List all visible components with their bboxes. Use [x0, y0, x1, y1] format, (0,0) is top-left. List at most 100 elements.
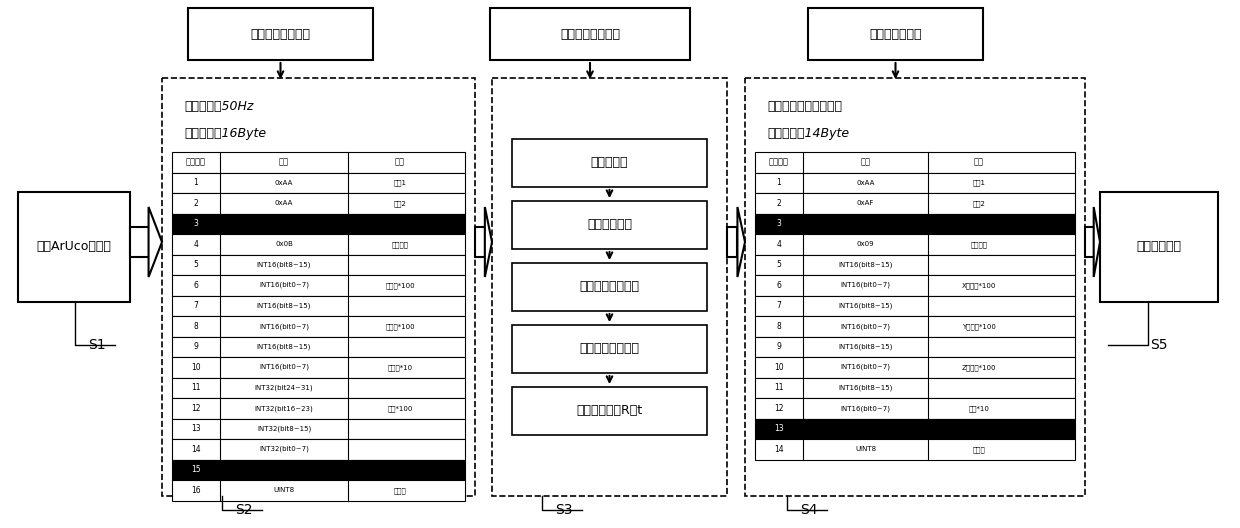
Text: 字节总数：16Byte: 字节总数：16Byte [184, 127, 267, 139]
Bar [172, 254, 465, 275]
Bar [172, 378, 465, 398]
Bar [755, 336, 1075, 357]
Text: 15: 15 [191, 465, 201, 474]
Bar [755, 296, 1075, 316]
Bar [755, 213, 1075, 234]
Text: 帧头1: 帧头1 [972, 180, 986, 186]
Bar [745, 78, 1085, 496]
Bar [808, 8, 983, 60]
Text: 0x0B: 0x0B [275, 241, 293, 247]
Text: 飞控动作响应: 飞控动作响应 [1137, 240, 1182, 253]
Polygon shape [485, 207, 492, 277]
Text: INT16(bit8~15): INT16(bit8~15) [257, 303, 311, 309]
Text: 生成ArUco标志板: 生成ArUco标志板 [36, 240, 112, 253]
Text: INT16(bit0~7): INT16(bit0~7) [841, 323, 890, 329]
Text: INT16(bit0~7): INT16(bit0~7) [259, 364, 309, 371]
Bar [755, 193, 1075, 213]
Text: 字节总数：14Byte: 字节总数：14Byte [768, 127, 849, 139]
Text: 和校验: 和校验 [393, 487, 407, 494]
Text: 位姿求逆得到R和t: 位姿求逆得到R和t [577, 404, 642, 418]
Text: 0xAA: 0xAA [275, 200, 293, 206]
Text: INT16(bit0~7): INT16(bit0~7) [259, 323, 309, 329]
Polygon shape [1094, 207, 1100, 277]
Bar [755, 357, 1075, 378]
Text: 4: 4 [776, 240, 781, 249]
Bar [130, 227, 149, 257]
Text: INT16(bit0~7): INT16(bit0~7) [841, 405, 890, 411]
Text: INT32(bit8~15): INT32(bit8~15) [257, 426, 311, 432]
Bar [755, 152, 1075, 173]
Text: 14: 14 [191, 445, 201, 454]
Text: 接收解析飞控指令: 接收解析飞控指令 [250, 27, 310, 41]
Text: 帧头1: 帧头1 [393, 180, 407, 186]
Text: S2: S2 [236, 503, 253, 517]
Text: 12: 12 [191, 404, 201, 413]
Bar [755, 316, 1075, 336]
Text: S1: S1 [88, 338, 105, 352]
Polygon shape [149, 207, 162, 277]
Bar [1085, 227, 1094, 257]
Bar [172, 234, 465, 254]
Text: 11: 11 [774, 383, 784, 392]
Text: INT16(bit8~15): INT16(bit8~15) [257, 344, 311, 350]
Text: 6: 6 [193, 281, 198, 290]
Text: 调用位姿估算函数: 调用位姿估算函数 [579, 343, 640, 355]
Text: INT16(bit8~15): INT16(bit8~15) [838, 344, 893, 350]
Text: 数据长度: 数据长度 [971, 241, 987, 248]
Text: INT16(bit0~7): INT16(bit0~7) [841, 364, 890, 371]
Text: 3: 3 [776, 219, 781, 228]
Bar [172, 152, 465, 173]
Text: INT32(bit24~31): INT32(bit24~31) [254, 384, 314, 391]
Bar [755, 234, 1075, 254]
Text: 4: 4 [193, 240, 198, 249]
Text: INT16(bit8~15): INT16(bit8~15) [838, 261, 893, 268]
Text: 说明: 说明 [396, 158, 405, 167]
Text: INT16(bit0~7): INT16(bit0~7) [259, 282, 309, 288]
Bar [162, 78, 475, 496]
Text: 和校验: 和校验 [972, 446, 986, 452]
Text: INT16(bit0~7): INT16(bit0~7) [841, 282, 890, 288]
Text: X偏移量*100: X偏移量*100 [962, 282, 996, 289]
Bar [172, 316, 465, 336]
Bar [512, 139, 707, 187]
Bar [755, 378, 1075, 398]
Text: 6: 6 [776, 281, 781, 290]
Text: 7: 7 [776, 301, 781, 310]
Text: INT16(bit8~15): INT16(bit8~15) [257, 261, 311, 268]
Bar [492, 78, 727, 496]
Text: 9: 9 [193, 342, 198, 351]
Text: 字节序号: 字节序号 [186, 158, 206, 167]
Text: 0xAF: 0xAF [857, 200, 874, 206]
Text: 10: 10 [774, 363, 784, 372]
Text: INT32(bit16~23): INT32(bit16~23) [254, 405, 314, 411]
Text: INT16(bit8~15): INT16(bit8~15) [838, 384, 893, 391]
Text: 8: 8 [193, 322, 198, 331]
Bar [172, 213, 465, 234]
Text: 偏航角*10: 偏航角*10 [387, 364, 413, 371]
Text: 10: 10 [191, 363, 201, 372]
Text: S5: S5 [1149, 338, 1168, 352]
Text: 数据频率：同视频帧率: 数据频率：同视频帧率 [768, 99, 842, 112]
Bar [490, 8, 689, 60]
Bar [755, 398, 1075, 419]
Text: 说明: 说明 [973, 158, 985, 167]
Text: 发送结果至飞控: 发送结果至飞控 [869, 27, 921, 41]
Bar [172, 173, 465, 193]
Text: 0xAA: 0xAA [275, 180, 293, 186]
Text: 3: 3 [193, 219, 198, 228]
Bar [172, 296, 465, 316]
Bar [755, 173, 1075, 193]
Text: S3: S3 [556, 503, 573, 517]
Text: INT32(bit0~7): INT32(bit0~7) [259, 446, 309, 452]
Bar [755, 419, 1075, 439]
Bar [172, 398, 465, 419]
Text: 读取视频帧: 读取视频帧 [590, 156, 629, 169]
Text: 13: 13 [774, 425, 784, 433]
Text: 8: 8 [776, 322, 781, 331]
Text: 字节序号: 字节序号 [769, 158, 789, 167]
Text: 高度*100: 高度*100 [387, 405, 413, 411]
Text: 7: 7 [193, 301, 198, 310]
Bar [172, 419, 465, 439]
Text: 13: 13 [191, 425, 201, 433]
Bar [172, 439, 465, 459]
